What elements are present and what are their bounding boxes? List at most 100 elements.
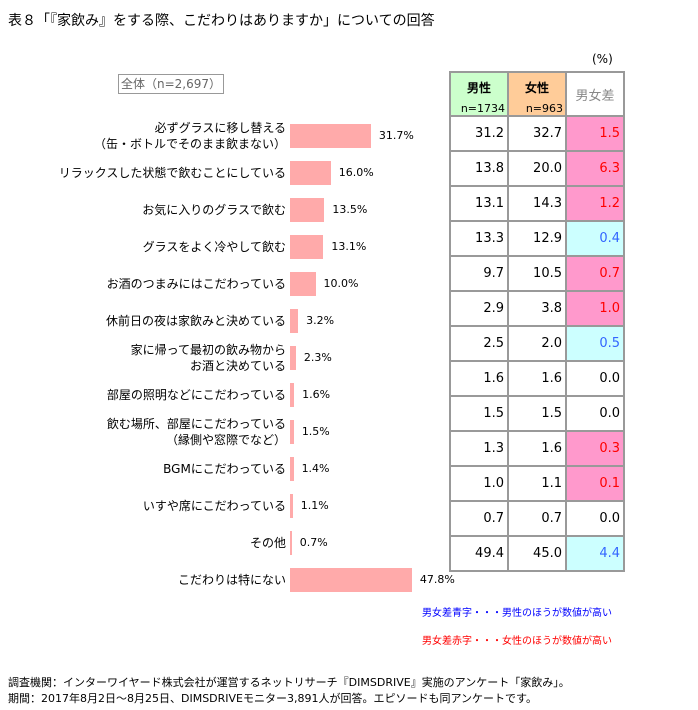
table-row: 2.5 2.0 0.5 xyxy=(449,325,625,362)
diff-value: 0.1 xyxy=(565,465,625,502)
category-label: 飲む場所、部屋にこだわっている （縁側や窓際でなど） xyxy=(106,416,286,447)
male-value: 1.3 xyxy=(449,430,509,467)
bar xyxy=(290,530,292,555)
table-row: 31.2 32.7 1.5 xyxy=(449,115,625,152)
table-row: 13.8 20.0 6.3 xyxy=(449,150,625,187)
diff-value: 0.0 xyxy=(565,360,625,397)
table-row: 1.0 1.1 0.1 xyxy=(449,465,625,502)
female-header: 女性 n=963 xyxy=(507,71,567,117)
male-value: 9.7 xyxy=(449,255,509,292)
female-label: 女性 xyxy=(524,81,549,95)
unit-label: (%) xyxy=(592,52,613,66)
male-value: 1.5 xyxy=(449,395,509,432)
table-row: 2.9 3.8 1.0 xyxy=(449,290,625,327)
table-row: 13.1 14.3 1.2 xyxy=(449,185,625,222)
female-value: 1.6 xyxy=(507,430,567,467)
table-row: 13.3 12.9 0.4 xyxy=(449,220,625,257)
female-value: 10.5 xyxy=(507,255,567,292)
bar-value-label: 47.8% xyxy=(419,572,455,586)
diff-value: 0.7 xyxy=(565,255,625,292)
male-value: 13.1 xyxy=(449,185,509,222)
male-value: 2.5 xyxy=(449,325,509,362)
chart-title: 表８「『家飲み』をする際、こだわりはありますか」についての回答 xyxy=(8,13,435,29)
bar xyxy=(290,123,371,148)
category-label: 部屋の照明などにこだわっている xyxy=(106,387,286,402)
bar xyxy=(290,419,294,444)
diff-value: 0.0 xyxy=(565,500,625,537)
table-row: 0.7 0.7 0.0 xyxy=(449,500,625,537)
table-row: 1.3 1.6 0.3 xyxy=(449,430,625,467)
category-label: 休前日の夜は家飲みと決めている xyxy=(105,313,286,328)
male-value: 0.7 xyxy=(449,500,509,537)
overall-label: 全体（n=2,697） xyxy=(118,74,224,94)
male-value: 13.8 xyxy=(449,150,509,187)
table-row: 1.6 1.6 0.0 xyxy=(449,360,625,397)
diff-value: 0.5 xyxy=(565,325,625,362)
table-row: 49.4 45.0 4.4 xyxy=(449,535,625,572)
male-value: 49.4 xyxy=(449,535,509,572)
female-value: 45.0 xyxy=(507,535,567,572)
bar xyxy=(290,271,316,296)
category-label: お気に入りのグラスで飲む xyxy=(142,202,286,217)
footer-source: 調査機関：インターワイヤード株式会社が運営するネットリサーチ『DIMSDRIVE… xyxy=(8,676,570,689)
diff-value: 6.3 xyxy=(565,150,625,187)
female-value: 32.7 xyxy=(507,115,567,152)
male-value: 1.0 xyxy=(449,465,509,502)
category-label: その他 xyxy=(249,535,286,550)
category-label: いすや席にこだわっている xyxy=(142,498,286,513)
diff-value: 1.0 xyxy=(565,290,625,327)
diff-header: 男女差 xyxy=(565,71,625,117)
bar-value-label: 13.5% xyxy=(332,202,368,216)
male-value: 1.6 xyxy=(449,360,509,397)
category-label: リラックスした状態で飲むことにしている xyxy=(58,165,286,180)
bar xyxy=(290,493,293,518)
female-value: 20.0 xyxy=(507,150,567,187)
female-value: 2.0 xyxy=(507,325,567,362)
female-n: n=963 xyxy=(525,102,563,115)
bar xyxy=(290,567,412,592)
bar-value-label: 0.7% xyxy=(299,535,328,549)
bar-value-label: 13.1% xyxy=(331,239,367,253)
female-value: 1.5 xyxy=(507,395,567,432)
category-label: 必ずグラスに移し替える （缶・ボトルでそのまま飲まない） xyxy=(93,120,286,151)
male-n: n=1734 xyxy=(460,102,505,115)
female-value: 1.6 xyxy=(507,360,567,397)
bar-value-label: 2.3% xyxy=(303,350,332,364)
bar-value-label: 1.4% xyxy=(301,461,330,475)
male-value: 13.3 xyxy=(449,220,509,257)
male-label: 男性 xyxy=(466,81,491,95)
diff-value: 0.0 xyxy=(565,395,625,432)
female-value: 14.3 xyxy=(507,185,567,222)
male-value: 31.2 xyxy=(449,115,509,152)
diff-value: 4.4 xyxy=(565,535,625,572)
diff-value: 0.4 xyxy=(565,220,625,257)
bar xyxy=(290,234,324,259)
bar xyxy=(290,160,331,185)
bar-value-label: 31.7% xyxy=(378,128,414,142)
note-red: 男女差赤字・・・女性のほうが数値が高い xyxy=(422,636,612,647)
male-header: 男性 n=1734 xyxy=(449,71,509,117)
bar-value-label: 1.1% xyxy=(300,498,329,512)
male-value: 2.9 xyxy=(449,290,509,327)
category-label: こだわりは特にない xyxy=(177,572,286,587)
female-value: 0.7 xyxy=(507,500,567,537)
bar-value-label: 10.0% xyxy=(323,276,359,290)
female-value: 3.8 xyxy=(507,290,567,327)
bar xyxy=(290,456,294,481)
footer-period: 期間：2017年8月2日～8月25日、DIMSDRIVEモニター3,891人が回… xyxy=(8,692,537,705)
diff-value: 1.2 xyxy=(565,185,625,222)
bar-value-label: 3.2% xyxy=(306,313,335,327)
female-value: 1.1 xyxy=(507,465,567,502)
bar xyxy=(290,308,299,333)
female-value: 12.9 xyxy=(507,220,567,257)
category-label: お酒のつまみにはこだわっている xyxy=(106,276,286,291)
bar xyxy=(290,382,295,407)
bar xyxy=(290,197,325,222)
table-row: 9.7 10.5 0.7 xyxy=(449,255,625,292)
note-blue: 男女差青字・・・男性のほうが数値が高い xyxy=(422,608,612,619)
bar-value-label: 1.6% xyxy=(302,387,331,401)
category-label: グラスをよく冷やして飲む xyxy=(142,239,286,254)
category-label: 家に帰って最初の飲み物から お酒と決めている xyxy=(130,342,286,373)
category-label: BGMにこだわっている xyxy=(163,461,286,476)
bar xyxy=(290,345,296,370)
